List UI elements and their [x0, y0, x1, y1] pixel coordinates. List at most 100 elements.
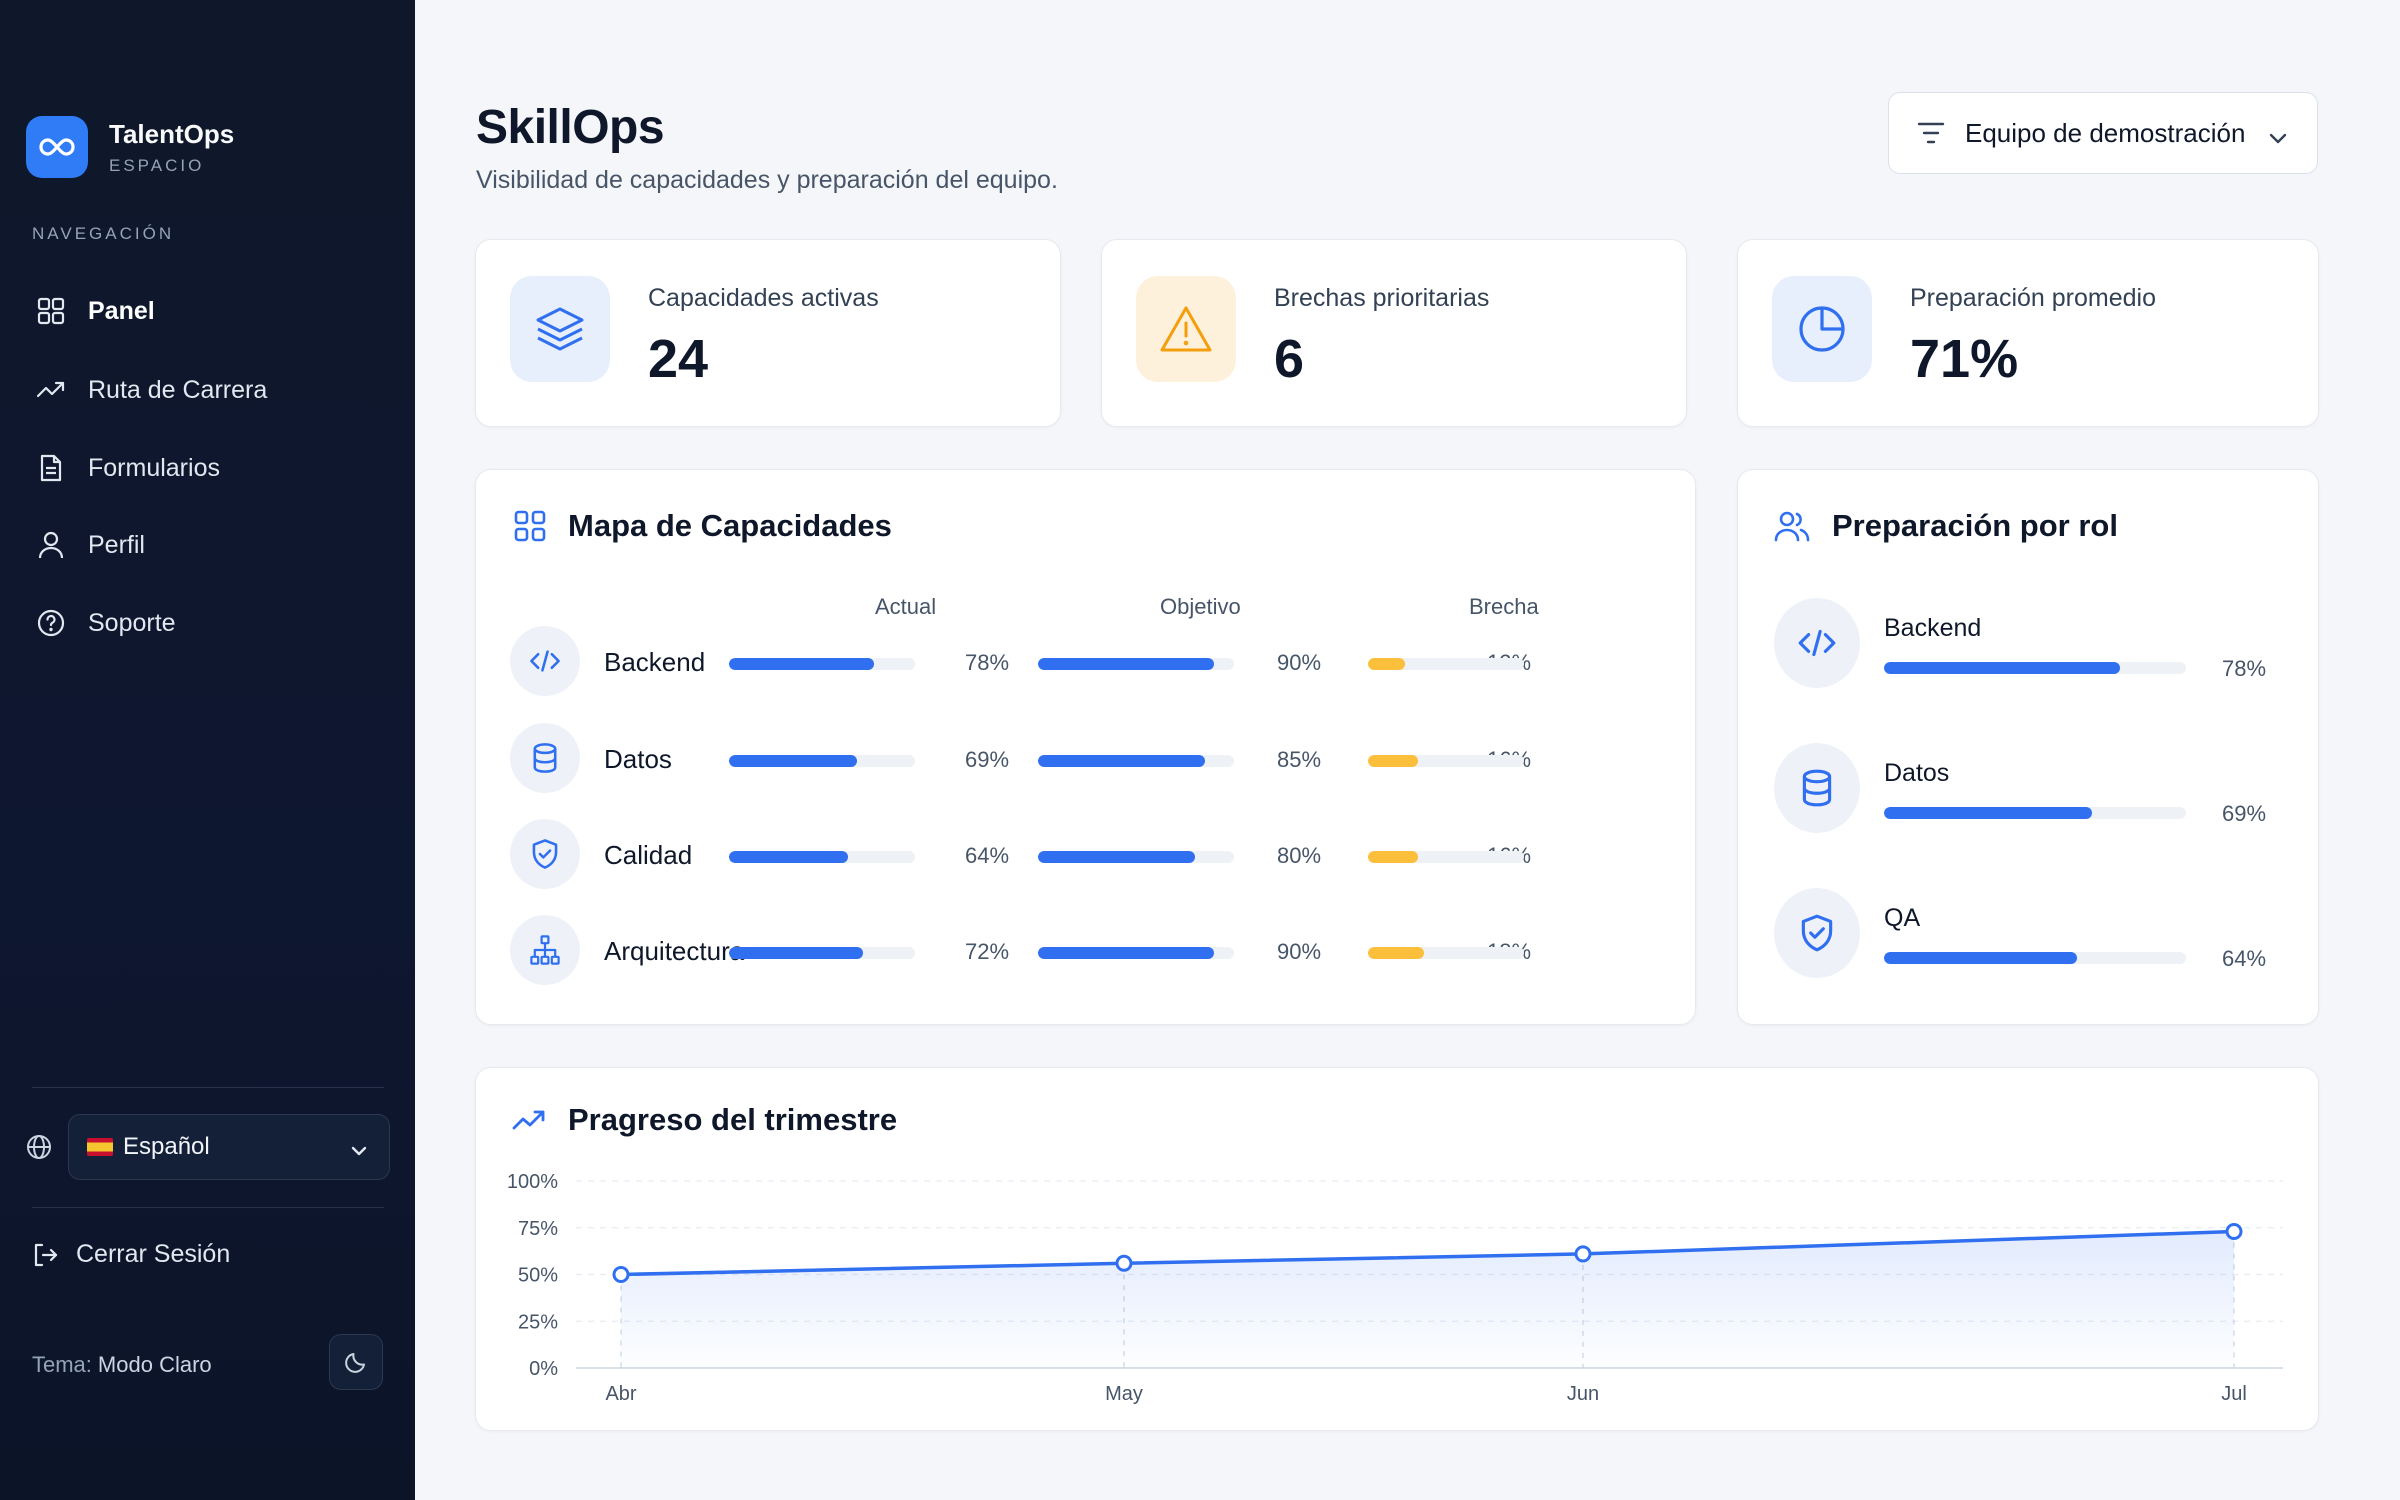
sidebar-divider: [32, 1207, 384, 1208]
brand-name: TalentOps: [109, 118, 235, 149]
target-bar-fill: [1038, 947, 1215, 959]
role-row: QA 64%: [1774, 888, 2274, 978]
role-readiness-card: Preparación por rol Backend 78% Datos 69…: [1737, 469, 2319, 1025]
shield-icon: [1774, 888, 1860, 978]
sidebar-item-label: Formularios: [88, 453, 220, 482]
sidebar-item-label: Soporte: [88, 608, 176, 637]
gap-bar-fill: [1368, 851, 1418, 863]
target-label: 85%: [1277, 747, 1322, 772]
role-bar: [1884, 952, 2186, 964]
capability-name: Calidad: [604, 840, 693, 870]
stat-card-active-capabilities: Capacidades activas 24: [475, 239, 1061, 427]
data-point: [1574, 1245, 1592, 1263]
gap-bar-fill: [1368, 947, 1425, 959]
language-select[interactable]: Español: [68, 1114, 390, 1180]
actual-bar: [729, 851, 915, 863]
users-icon: [1774, 510, 1810, 542]
target-bar-fill: [1038, 851, 1195, 863]
capability-map-title: Mapa de Capacidades: [568, 508, 892, 543]
role-name: Datos: [1884, 759, 1950, 787]
actual-label: 72%: [965, 939, 1010, 964]
stat-card-average-readiness: Preparación promedio 71%: [1737, 239, 2319, 427]
capability-name: Datos: [604, 744, 672, 774]
stat-card-priority-gaps: Brechas prioritarias 6: [1101, 239, 1687, 427]
card-title: Mapa de Capacidades: [514, 508, 892, 544]
y-tick-label: 100%: [507, 1171, 558, 1193]
gap-bar: [1368, 755, 1524, 767]
pie-icon: [1772, 276, 1872, 382]
infinity-logo-icon: [26, 116, 88, 178]
team-filter-select[interactable]: Equipo de demostración: [1888, 92, 2318, 174]
actual-label: 69%: [965, 747, 1010, 772]
language-value: Español: [123, 1133, 210, 1160]
x-tick-label: May: [1105, 1383, 1143, 1405]
role-bar-fill: [1884, 807, 2093, 819]
stat-label: Capacidades activas: [648, 284, 879, 312]
data-point: [612, 1266, 630, 1283]
role-name: Backend: [1884, 614, 1982, 642]
role-bar-fill: [1884, 662, 2120, 674]
capability-name: Arquitectura: [604, 936, 745, 966]
stat-value: 6: [1274, 329, 1305, 389]
stat-label: Preparación promedio: [1910, 284, 2156, 312]
data-point: [1115, 1254, 1133, 1272]
sidebar-item-label: Ruta de Carrera: [88, 375, 268, 404]
data-point: [2225, 1222, 2243, 1240]
role-row: Backend 78%: [1774, 598, 2274, 688]
chart-title: Pragreso del trimestre: [568, 1102, 898, 1137]
role-bar: [1884, 662, 2186, 674]
filter-icon: [1917, 121, 1945, 145]
y-tick-label: 0%: [529, 1358, 558, 1380]
brand[interactable]: TalentOps ESPACIO: [26, 116, 234, 178]
actual-bar: [729, 947, 915, 959]
document-icon: [36, 453, 66, 483]
gap-bar: [1368, 947, 1524, 959]
sidebar-divider: [32, 1087, 384, 1088]
y-tick-label: 50%: [518, 1265, 558, 1287]
trend-up-icon: [512, 1108, 546, 1132]
target-bar-fill: [1038, 658, 1215, 670]
target-bar: [1038, 658, 1234, 670]
role-readiness-title: Preparación por rol: [1832, 508, 2118, 543]
theme-row: Tema: Modo Claro: [32, 1352, 212, 1378]
x-tick-label: Jun: [1567, 1383, 1599, 1405]
capability-row: Arquitectura 18% 90% 72%: [510, 915, 1660, 985]
globe-icon: [26, 1134, 52, 1160]
role-bar: [1884, 807, 2186, 819]
target-bar: [1038, 755, 1234, 767]
gap-bar-fill: [1368, 755, 1418, 767]
stat-label: Brechas prioritarias: [1274, 284, 1490, 312]
sidebar-item-soporte[interactable]: Soporte: [36, 608, 176, 638]
language-row: Español: [26, 1114, 390, 1180]
stat-value: 24: [648, 329, 709, 389]
sidebar-item-panel[interactable]: Panel: [36, 296, 155, 326]
role-bar-fill: [1884, 952, 2078, 964]
sidebar: TalentOps ESPACIO NAVEGACIÓN Panel Ruta …: [0, 0, 415, 1500]
layers-icon: [510, 276, 610, 382]
theme-toggle-button[interactable]: [329, 1334, 383, 1390]
logout-label: Cerrar Sesión: [76, 1240, 231, 1268]
sidebar-item-perfil[interactable]: Perfil: [36, 530, 145, 560]
role-percent: 64%: [2222, 946, 2267, 971]
capability-map-card: Mapa de Capacidades Actual Objetivo Brec…: [475, 469, 1696, 1025]
sidebar-item-label: Panel: [88, 296, 155, 325]
column-header-objetivo: Objetivo: [1160, 594, 1241, 619]
chevron-down-icon: [349, 1137, 369, 1165]
logout-button[interactable]: Cerrar Sesión: [32, 1240, 230, 1269]
database-icon: [510, 723, 580, 793]
sidebar-item-ruta-de-carrera[interactable]: Ruta de Carrera: [36, 375, 267, 405]
target-label: 80%: [1277, 843, 1322, 868]
actual-bar-fill: [729, 658, 875, 670]
sidebar-item-formularios[interactable]: Formularios: [36, 453, 220, 483]
warning-icon: [1136, 276, 1236, 382]
theme-value: Modo Claro: [97, 1352, 212, 1377]
actual-bar-fill: [729, 947, 863, 959]
role-percent: 78%: [2222, 656, 2267, 681]
code-icon: [1774, 598, 1860, 688]
code-icon: [510, 626, 580, 696]
capability-row: Calidad 16% 80% 64%: [510, 819, 1660, 889]
target-bar-fill: [1038, 755, 1205, 767]
brand-subtitle: ESPACIO: [109, 155, 205, 175]
logout-icon: [32, 1242, 58, 1268]
y-tick-label: 25%: [518, 1311, 558, 1333]
